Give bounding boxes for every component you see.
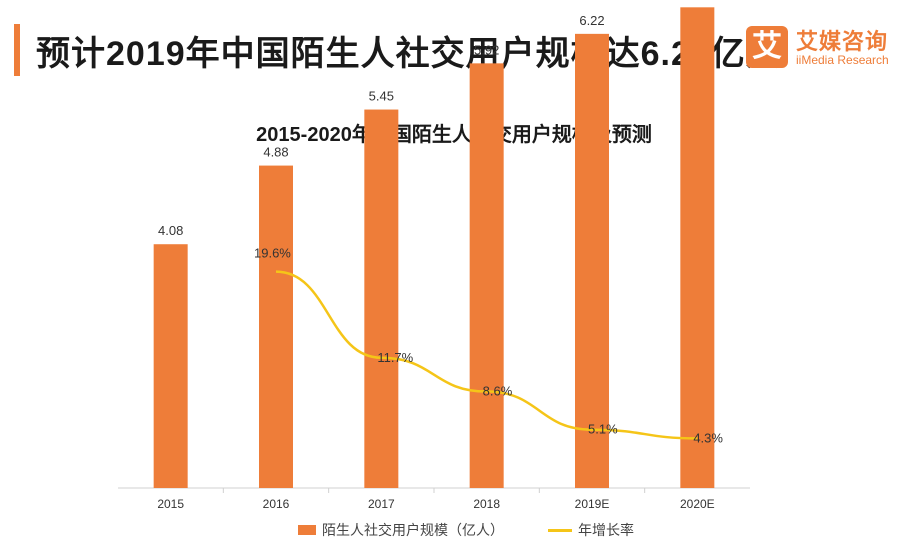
chart: 4.08 2015 4.88 2016 5.45 2017 5.92 2018 6.22 2019… <box>118 0 750 511</box>
bar <box>575 33 609 488</box>
x-tick-label: 2015 <box>157 497 184 511</box>
bar-value-label: 6.22 <box>579 13 604 28</box>
bar <box>469 63 504 489</box>
growth-rate-label: 11.7% <box>377 350 413 365</box>
x-tick-label: 2017 <box>368 497 395 511</box>
growth-rate-label: 19.6% <box>254 246 291 261</box>
title-accent-bar <box>14 24 20 76</box>
growth-rate-label: 4.3% <box>693 430 723 445</box>
growth-rate-line <box>275 270 698 440</box>
legend-item-bar: 陌生人社交用户规模（亿人） <box>298 520 504 540</box>
logo-mark: 艾 <box>746 26 788 68</box>
legend-item-line: 年增长率 <box>548 520 634 540</box>
x-tick-label: 2019E <box>575 497 610 511</box>
bar-value-label: 4.88 <box>263 145 288 160</box>
bar <box>153 244 188 488</box>
legend-swatch-bar <box>298 525 316 535</box>
bar-value-label: 6.49 <box>685 0 710 1</box>
growth-rate-label: 8.6% <box>483 384 513 399</box>
chart-title: 2015-2020年中国陌生人社交用户规模及预测 <box>256 124 652 146</box>
bar <box>259 165 293 489</box>
logo: 艾 艾媒咨询 iiMedia Research <box>746 24 906 74</box>
growth-rate-label: 5.1% <box>588 422 618 437</box>
bar <box>364 109 399 489</box>
x-tick-label: 2020E <box>680 497 715 511</box>
bar-value-label: 4.08 <box>158 223 183 238</box>
chart-legend: 陌生人社交用户规模（亿人） 年增长率 <box>0 520 908 546</box>
bar-value-label: 5.92 <box>474 42 499 57</box>
bar <box>680 7 715 489</box>
legend-label-line: 年增长率 <box>578 522 634 538</box>
x-tick-label: 2018 <box>473 497 500 511</box>
bar-value-label: 5.45 <box>369 89 394 104</box>
logo-name-en: iiMedia Research <box>796 53 889 67</box>
x-tick-label: 2016 <box>263 497 290 511</box>
legend-label-bar: 陌生人社交用户规模（亿人） <box>322 522 504 538</box>
page-title: 预计2019年中国陌生人社交用户规模达6.22亿人 <box>36 35 781 73</box>
legend-swatch-line <box>548 528 572 532</box>
logo-name-cn: 艾媒咨询 <box>796 29 889 54</box>
